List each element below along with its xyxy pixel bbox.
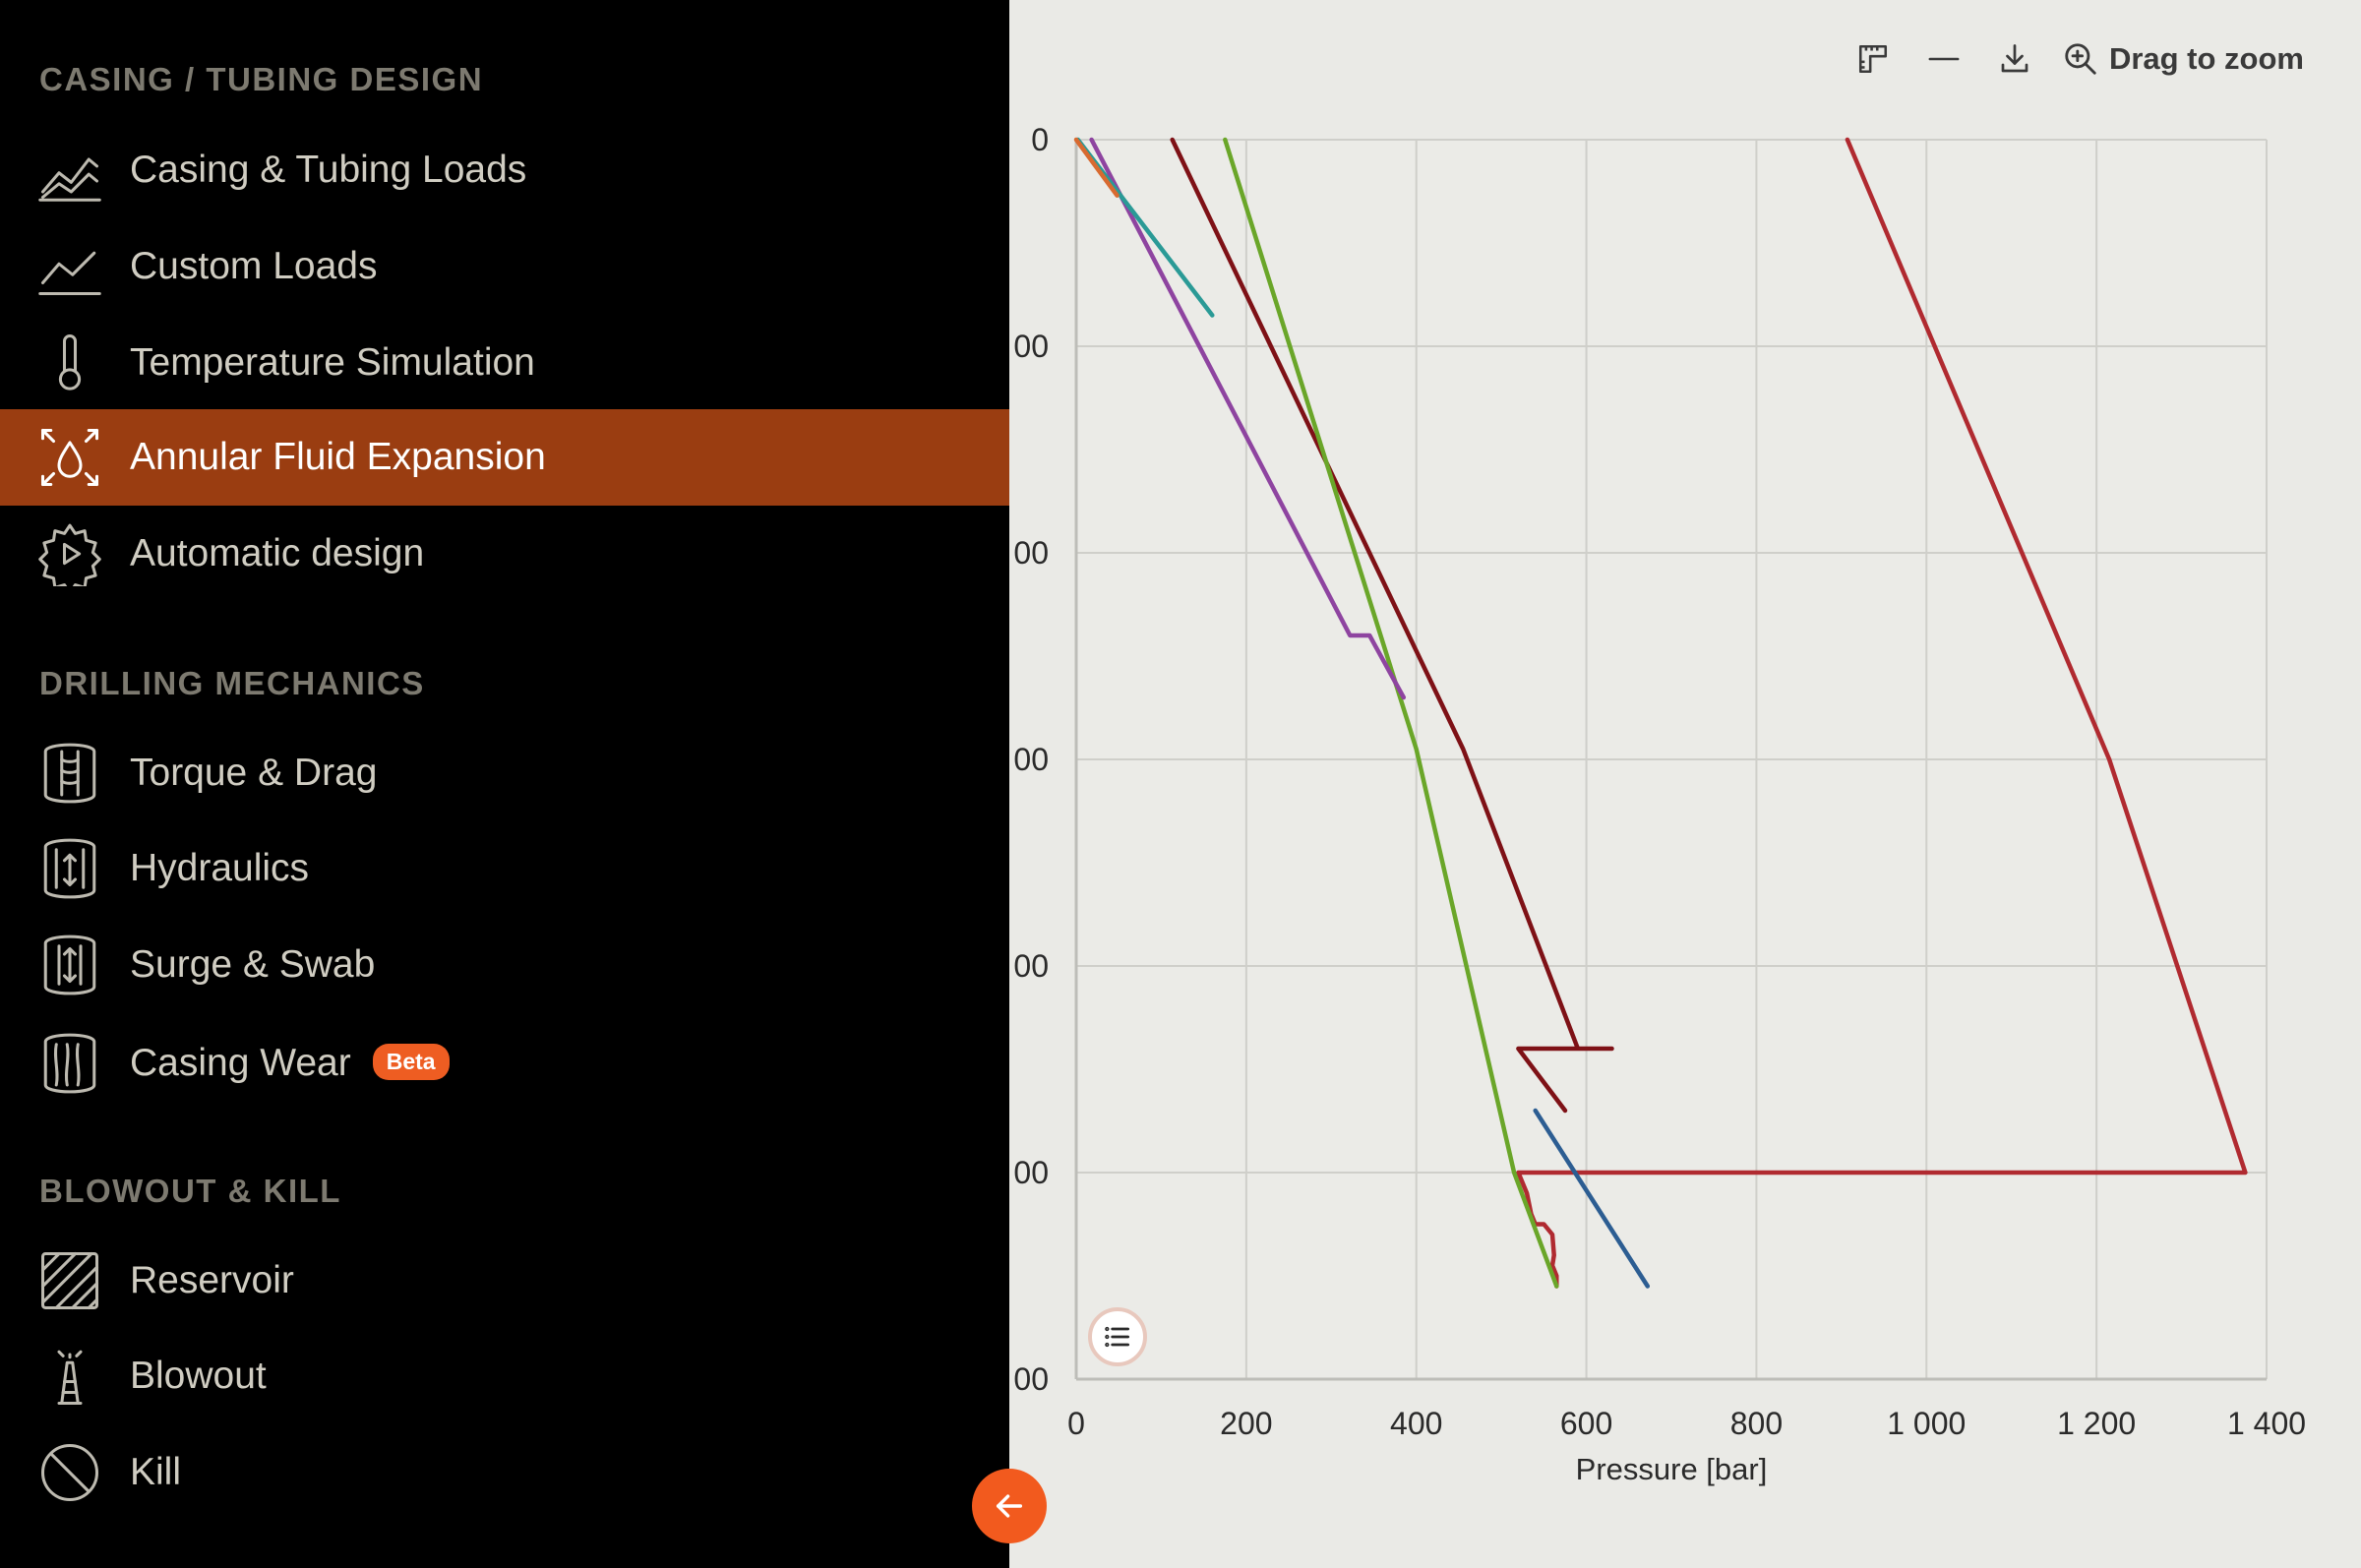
- sidebar-item-hydraulics[interactable]: Hydraulics: [0, 820, 1009, 917]
- sidebar: CASING / TUBING DESIGN Casing & Tubing Lo…: [0, 0, 1009, 1568]
- series-line-3: [1223, 137, 1559, 1289]
- sidebar-item-label: Torque & Drag: [130, 752, 378, 794]
- sidebar-item-text: Casing & Tubing Loads: [130, 149, 526, 192]
- sidebar-item-text: Annular Fluid Expansion: [130, 436, 546, 479]
- sidebar-item-text: Torque & Drag: [130, 752, 377, 795]
- sidebar-item-temperature-simulation[interactable]: Temperature Simulation: [0, 315, 1009, 411]
- pressure-depth-chart[interactable]: 0 200 400 600 800 1 000 1 200 1 400000000000000…: [1009, 0, 2361, 1568]
- x-tick-label: 1 400: [2227, 1406, 2306, 1441]
- sidebar-item-label: Reservoir: [130, 1259, 294, 1301]
- ruler-button[interactable]: [1847, 33, 1899, 85]
- sidebar-item-label: Hydraulics: [130, 847, 310, 889]
- download-button[interactable]: [1989, 33, 2040, 85]
- sidebar-item-label: Casing & Tubing Loads: [130, 149, 527, 191]
- minus-icon: [1928, 57, 1960, 61]
- section-title-2: DRILLING MECHANICS: [39, 665, 425, 701]
- sidebar-item-blowout[interactable]: Blowout: [0, 1328, 1009, 1424]
- section-title-1: CASING / TUBING DESIGN: [39, 61, 484, 97]
- sidebar-item-label: Surge & Swab: [130, 943, 376, 986]
- sidebar-item-text: Custom Loads: [130, 245, 377, 288]
- sidebar-item-label: Blowout: [130, 1355, 267, 1397]
- sidebar-item-text: Kill: [130, 1451, 181, 1494]
- y-tick-label: 00: [1013, 742, 1049, 777]
- sidebar-item-surge-swab[interactable]: Surge & Swab: [0, 917, 1009, 1013]
- prohibited-icon: [37, 1440, 102, 1505]
- series-line-2: [1170, 137, 1614, 1114]
- casing-wear-icon: [37, 1031, 102, 1096]
- line-chart-icon: [37, 234, 102, 299]
- y-tick-label: 00: [1013, 1361, 1049, 1397]
- beta-badge: Beta: [372, 1044, 450, 1081]
- sidebar-item-text: Automatic design: [130, 532, 424, 575]
- sidebar-item-casing-tubing-loads[interactable]: Casing & Tubing Loads: [0, 122, 1009, 218]
- y-tick-label: 00: [1013, 1155, 1049, 1190]
- x-axis-label: Pressure [bar]: [1576, 1452, 1768, 1486]
- section-title-3: BLOWOUT & KILL: [39, 1173, 341, 1209]
- minus-button[interactable]: [1918, 33, 1969, 85]
- arrow-left-icon: [996, 1494, 1023, 1518]
- list-icon: [1105, 1326, 1129, 1348]
- download-icon: [2001, 44, 2028, 73]
- drag-to-zoom-label: Drag to zoom: [2108, 41, 2304, 76]
- gear-play-icon: [37, 521, 102, 586]
- derrick-icon: [37, 1344, 102, 1409]
- series-line-4: [1089, 137, 1407, 700]
- sidebar-item-annular-fluid-expansion[interactable]: Annular Fluid Expansion: [0, 409, 1009, 506]
- drag-to-zoom-button[interactable]: Drag to zoom: [2062, 40, 2304, 78]
- sidebar-item-reservoir[interactable]: Reservoir: [0, 1233, 1009, 1329]
- sidebar-item-torque-drag[interactable]: Torque & Drag: [0, 725, 1009, 821]
- x-tick-label: 1 200: [2057, 1406, 2136, 1441]
- hydraulics-icon: [37, 836, 102, 901]
- x-tick-label: 200: [1220, 1406, 1272, 1441]
- sidebar-item-label: Automatic design: [130, 532, 425, 574]
- sidebar-item-text: Casing Wear Beta: [130, 1042, 450, 1085]
- thermometer-icon: [37, 331, 102, 395]
- ruler-icon: [1858, 44, 1887, 74]
- y-tick-label: 00: [1013, 329, 1049, 364]
- sidebar-item-label: Kill: [130, 1451, 182, 1493]
- sidebar-item-automatic-design[interactable]: Automatic design: [0, 506, 1009, 602]
- zoom-in-icon: [2065, 43, 2096, 75]
- hatched-square-icon: [37, 1248, 102, 1313]
- chart-toolbar: Drag to zoom: [1828, 33, 2304, 85]
- x-tick-label: 400: [1390, 1406, 1442, 1441]
- sidebar-item-kill[interactable]: Kill: [0, 1424, 1009, 1521]
- sidebar-item-label: Annular Fluid Expansion: [130, 436, 546, 478]
- sidebar-item-text: Temperature Simulation: [130, 341, 535, 385]
- y-tick-label: 0: [1031, 122, 1049, 157]
- sidebar-item-text: Reservoir: [130, 1259, 294, 1302]
- drill-pipe-icon: [37, 741, 102, 806]
- sidebar-item-text: Blowout: [130, 1355, 267, 1398]
- fluid-expansion-icon: [37, 425, 102, 490]
- y-tick-label: 00: [1013, 948, 1049, 984]
- x-tick-label: 0: [1067, 1406, 1085, 1441]
- chart-panel: 0 200 400 600 800 1 000 1 200 1 400 0 00 00 00 00 00 0…: [1009, 0, 2361, 1568]
- x-tick-label: 1 000: [1887, 1406, 1966, 1441]
- sidebar-item-label: Custom Loads: [130, 245, 378, 287]
- area-chart-icon: [37, 138, 102, 203]
- x-tick-label: 800: [1730, 1406, 1783, 1441]
- series-line-6: [1073, 137, 1120, 198]
- legend-toggle-button[interactable]: [1088, 1307, 1147, 1366]
- sidebar-item-label: Temperature Simulation: [130, 341, 535, 384]
- series-line-7: [1533, 1108, 1651, 1289]
- collapse-sidebar-button[interactable]: [972, 1469, 1047, 1543]
- y-tick-label: 00: [1013, 535, 1049, 571]
- sidebar-item-label: Casing Wear: [130, 1042, 351, 1084]
- surge-swab-icon: [37, 933, 102, 997]
- sidebar-item-casing-wear[interactable]: Casing Wear Beta: [0, 1015, 1009, 1112]
- sidebar-item-text: Surge & Swab: [130, 943, 375, 987]
- sidebar-item-custom-loads[interactable]: Custom Loads: [0, 218, 1009, 315]
- sidebar-item-text: Hydraulics: [130, 847, 309, 890]
- x-tick-label: 600: [1560, 1406, 1612, 1441]
